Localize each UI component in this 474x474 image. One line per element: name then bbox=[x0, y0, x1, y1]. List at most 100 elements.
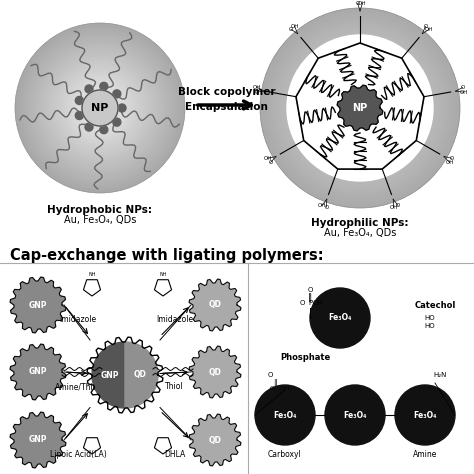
Circle shape bbox=[42, 50, 158, 166]
Text: H₂N: H₂N bbox=[433, 372, 447, 378]
Circle shape bbox=[346, 94, 374, 122]
Text: DHLA: DHLA bbox=[164, 450, 185, 459]
Circle shape bbox=[51, 59, 149, 157]
Polygon shape bbox=[10, 277, 66, 333]
Circle shape bbox=[78, 86, 122, 130]
Circle shape bbox=[395, 385, 455, 445]
Circle shape bbox=[85, 93, 115, 123]
Circle shape bbox=[20, 28, 180, 188]
Text: GNP: GNP bbox=[29, 367, 47, 376]
Text: OH: OH bbox=[358, 1, 366, 6]
Circle shape bbox=[354, 102, 366, 114]
Text: GNP: GNP bbox=[29, 436, 47, 445]
Circle shape bbox=[68, 76, 132, 140]
Text: QD: QD bbox=[209, 367, 221, 376]
Text: Fe₃O₄: Fe₃O₄ bbox=[273, 410, 297, 419]
Circle shape bbox=[264, 12, 456, 204]
Text: Carboxyl: Carboxyl bbox=[268, 450, 302, 459]
Circle shape bbox=[287, 35, 433, 181]
Text: Thiol: Thiol bbox=[165, 382, 184, 391]
Circle shape bbox=[330, 78, 390, 138]
Circle shape bbox=[300, 48, 420, 168]
Circle shape bbox=[24, 31, 176, 184]
Circle shape bbox=[93, 101, 107, 115]
Circle shape bbox=[350, 98, 370, 118]
Circle shape bbox=[36, 44, 164, 173]
Circle shape bbox=[272, 20, 448, 196]
Circle shape bbox=[100, 82, 108, 91]
Circle shape bbox=[274, 22, 446, 194]
Text: Fe₃O₄: Fe₃O₄ bbox=[413, 410, 437, 419]
Circle shape bbox=[95, 103, 105, 113]
Text: O: O bbox=[267, 372, 273, 378]
Circle shape bbox=[318, 66, 402, 150]
Circle shape bbox=[292, 40, 428, 176]
Circle shape bbox=[314, 62, 406, 154]
Text: O: O bbox=[299, 300, 305, 306]
Text: OH: OH bbox=[291, 24, 299, 29]
Text: OH: OH bbox=[425, 27, 433, 32]
Circle shape bbox=[328, 76, 392, 140]
Circle shape bbox=[61, 69, 139, 147]
Text: NP: NP bbox=[91, 103, 109, 113]
Circle shape bbox=[85, 123, 93, 131]
Circle shape bbox=[348, 96, 372, 120]
Text: Imidazole: Imidazole bbox=[59, 315, 97, 324]
Circle shape bbox=[262, 10, 458, 206]
Text: O: O bbox=[289, 27, 293, 32]
Circle shape bbox=[47, 55, 153, 161]
Circle shape bbox=[30, 38, 170, 178]
Text: Hydrophilic NPs:: Hydrophilic NPs: bbox=[311, 218, 409, 228]
Text: P: P bbox=[308, 300, 312, 306]
Circle shape bbox=[302, 50, 418, 166]
Circle shape bbox=[54, 62, 146, 154]
Text: Phosphate: Phosphate bbox=[280, 353, 330, 362]
Polygon shape bbox=[189, 279, 241, 331]
Text: Au, Fe₃O₄, QDs: Au, Fe₃O₄, QDs bbox=[324, 228, 396, 238]
Circle shape bbox=[46, 54, 155, 163]
Text: OH: OH bbox=[389, 205, 398, 210]
Circle shape bbox=[358, 106, 362, 110]
Circle shape bbox=[312, 60, 408, 156]
Circle shape bbox=[342, 90, 378, 126]
Text: Lipoic Acid(LA): Lipoic Acid(LA) bbox=[50, 450, 106, 459]
Text: OH: OH bbox=[313, 300, 323, 306]
Circle shape bbox=[90, 98, 110, 118]
Circle shape bbox=[44, 52, 156, 164]
Circle shape bbox=[310, 288, 370, 348]
Text: GNP: GNP bbox=[29, 301, 47, 310]
Text: HO: HO bbox=[425, 315, 435, 321]
Text: HO: HO bbox=[425, 323, 435, 329]
Polygon shape bbox=[125, 342, 158, 408]
Circle shape bbox=[322, 70, 398, 146]
Circle shape bbox=[282, 30, 438, 186]
Circle shape bbox=[98, 106, 102, 109]
Text: Encapsulation: Encapsulation bbox=[185, 102, 268, 112]
Circle shape bbox=[32, 40, 168, 176]
Polygon shape bbox=[189, 346, 241, 398]
Circle shape bbox=[40, 48, 159, 167]
Circle shape bbox=[336, 84, 384, 132]
Circle shape bbox=[352, 100, 368, 116]
Text: O: O bbox=[396, 203, 400, 208]
Polygon shape bbox=[92, 342, 125, 408]
Text: O: O bbox=[255, 90, 259, 95]
Text: Imidazole: Imidazole bbox=[156, 315, 193, 324]
Circle shape bbox=[306, 54, 414, 162]
Circle shape bbox=[34, 42, 166, 174]
Text: OH: OH bbox=[264, 156, 273, 161]
Circle shape bbox=[18, 27, 182, 190]
Circle shape bbox=[17, 25, 183, 191]
Text: QD: QD bbox=[133, 371, 146, 380]
Circle shape bbox=[91, 100, 109, 117]
Circle shape bbox=[39, 47, 161, 169]
Circle shape bbox=[320, 68, 400, 148]
Text: NH: NH bbox=[88, 273, 96, 277]
Text: O: O bbox=[268, 160, 273, 165]
Text: C—OH: C—OH bbox=[270, 385, 290, 391]
Text: Au, Fe₃O₄, QDs: Au, Fe₃O₄, QDs bbox=[64, 215, 136, 225]
Circle shape bbox=[64, 73, 136, 144]
Circle shape bbox=[308, 56, 412, 160]
Circle shape bbox=[296, 44, 424, 172]
Text: O: O bbox=[307, 287, 313, 293]
